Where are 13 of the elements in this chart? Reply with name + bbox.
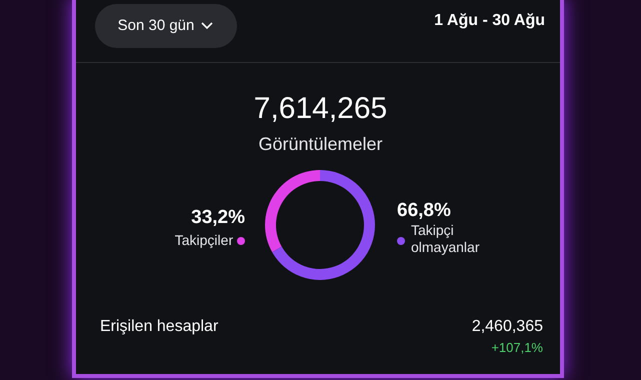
- donut-slice: [265, 170, 320, 252]
- slice-label: Takipçiler: [174, 232, 234, 248]
- chart-subtitle: Görüntülemeler: [257, 134, 384, 155]
- data-label: 33,2%: [191, 207, 245, 229]
- text: Erişilen hesaplar: [100, 318, 218, 336]
- data-label: 66,8%: [397, 200, 451, 222]
- text: 1 Ağu - 30 Ağu: [434, 12, 545, 30]
- chart-title: 7,614,265: [252, 92, 388, 126]
- text: 2,460,365: [472, 318, 543, 336]
- legend-label: Takipçi olmayanlar: [411, 222, 480, 256]
- donut-slice: [272, 170, 375, 280]
- text: +107,1%: [491, 340, 543, 355]
- text: Son 30 gün: [95, 4, 237, 48]
